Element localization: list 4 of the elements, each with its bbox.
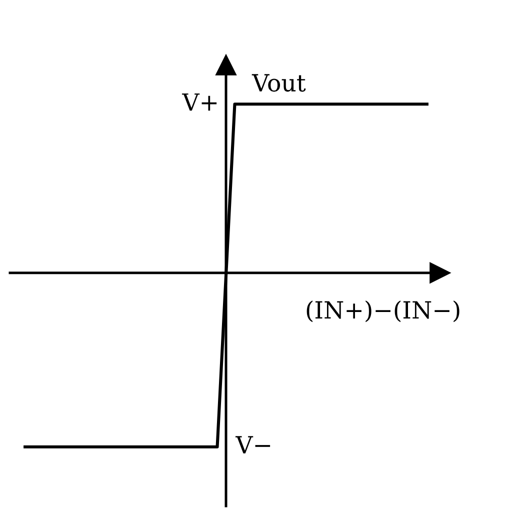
annotation: V+ — [182, 93, 217, 111]
x-axis-title: (IN+)−(IN−) — [306, 300, 460, 322]
y-axis-title: Vout — [252, 74, 306, 92]
annotation: V− — [235, 436, 270, 454]
